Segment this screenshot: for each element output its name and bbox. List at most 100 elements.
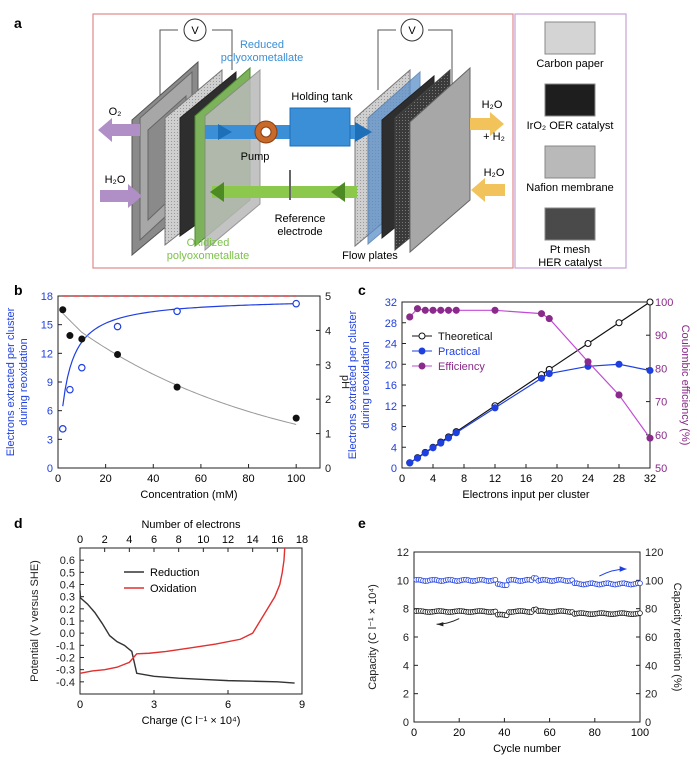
y-tick-label: 8 xyxy=(391,422,397,434)
right-wire xyxy=(377,29,396,90)
panel-e-label: e xyxy=(358,515,366,531)
x-tick-label: 24 xyxy=(582,473,594,485)
x-tick-label: 80 xyxy=(589,727,601,739)
legend-swatch-2 xyxy=(544,145,596,179)
y-axis-label: Electrons extracted per cluster xyxy=(5,307,17,456)
pump-rotor xyxy=(260,126,272,138)
point-practical xyxy=(413,454,422,462)
y-tick-label: 8 xyxy=(403,604,409,616)
point-practical xyxy=(452,429,460,437)
x2-tick-label: 6 xyxy=(151,534,157,546)
point-efficiency xyxy=(421,306,429,314)
reference-label-1: Reference xyxy=(275,213,326,225)
electrons-point xyxy=(173,307,181,316)
h2-out-arrow xyxy=(470,112,504,136)
panel-b-label: b xyxy=(14,282,23,298)
retention-point xyxy=(637,580,643,587)
x-tick-label: 0 xyxy=(399,473,405,485)
y2-tick-label: 40 xyxy=(645,660,657,672)
y-tick-label: 0.3 xyxy=(60,592,75,604)
x-tick-label: 28 xyxy=(613,473,625,485)
y-tick-label: 18 xyxy=(41,291,53,303)
electrons-point xyxy=(78,363,86,372)
y-tick-label: 24 xyxy=(385,339,397,351)
electrons-point xyxy=(66,385,74,394)
left-end-plate xyxy=(204,68,261,252)
legend-frame xyxy=(514,13,627,269)
y-tick-label: 3 xyxy=(47,434,53,446)
y-tick-label: 28 xyxy=(385,318,397,330)
x-tick-label: 100 xyxy=(631,727,649,739)
retention-point xyxy=(503,582,510,588)
y-tick-label: -0.3 xyxy=(56,665,75,677)
x-axis-label: Charge (C l⁻¹ × 10⁴) xyxy=(142,715,241,727)
y-tick-label: 0 xyxy=(47,463,53,475)
holding-tank-label: Holding tank xyxy=(291,91,353,103)
legend-swatch-1 xyxy=(544,83,596,117)
charts: b c d e 0 20 40 60 80 1000369121518012345Conc… xyxy=(5,282,691,755)
right-flow-plate xyxy=(409,66,471,254)
y-tick-label: 0.2 xyxy=(60,604,75,616)
point-efficiency xyxy=(491,306,499,314)
x-tick-label: 100 xyxy=(287,473,305,485)
x2-tick-label: 16 xyxy=(271,534,283,546)
y2-tick-label: 50 xyxy=(655,463,667,475)
y-tick-label: 6 xyxy=(47,406,53,418)
x2-tick-label: 0 xyxy=(77,534,83,546)
x2-tick-label: 4 xyxy=(126,534,132,546)
plot-frame xyxy=(57,295,321,469)
curve-oxidation xyxy=(79,547,286,675)
x-tick-label: 16 xyxy=(520,473,532,485)
left-voltmeter-label: V xyxy=(191,25,199,37)
y-axis-label: Electrons extracted per cluster xyxy=(347,310,359,459)
y2-tick-label: 5 xyxy=(325,291,331,303)
retention-axis-arrowhead xyxy=(619,566,627,572)
point-efficiency xyxy=(413,305,422,313)
legend-label: Efficiency xyxy=(438,361,485,373)
point-theoretical xyxy=(584,339,592,348)
legend-label: Theoretical xyxy=(438,331,492,343)
y-tick-label: 2 xyxy=(403,689,409,701)
x-axis-label: Concentration (mM) xyxy=(140,489,237,501)
x2-tick-label: 10 xyxy=(197,534,209,546)
electrons-point xyxy=(58,425,67,433)
y-tick-label: 12 xyxy=(397,547,409,559)
oxidized-label-1: Oxidized xyxy=(187,237,230,249)
panel-a-schematic: a V V xyxy=(14,13,627,269)
x2-tick-label: 12 xyxy=(222,534,234,546)
point-efficiency xyxy=(437,306,445,314)
x2-tick-label: 14 xyxy=(247,534,259,546)
left-wire xyxy=(159,29,178,100)
reduced-label-2: polyoxometallate xyxy=(221,52,304,64)
point-efficiency xyxy=(452,306,460,314)
point-theoretical xyxy=(646,298,654,306)
x-tick-label: 20 xyxy=(100,473,112,485)
point-efficiency xyxy=(545,315,553,323)
right-voltmeter-label: V xyxy=(408,25,416,37)
x2-tick-label: 2 xyxy=(102,534,108,546)
ph-point xyxy=(114,350,122,358)
schematic-frame xyxy=(92,13,514,269)
point-efficiency xyxy=(444,306,453,314)
y-tick-label: 0.1 xyxy=(60,616,75,628)
oxidized-pipe xyxy=(212,186,357,198)
point-efficiency xyxy=(646,434,654,442)
y2-tick-label: 3 xyxy=(325,360,331,372)
y-tick-label: 0.5 xyxy=(60,567,75,579)
x-tick-label: 60 xyxy=(543,727,555,739)
y-tick-label: 12 xyxy=(385,401,397,413)
y-axis-label: Potential (V versus SHE) xyxy=(29,560,41,682)
y2-tick-label: 60 xyxy=(655,430,667,442)
point-efficiency xyxy=(406,313,414,321)
panel-c-label: c xyxy=(358,282,366,298)
y2-tick-label: 0 xyxy=(645,717,651,729)
y2-tick-label: 4 xyxy=(325,325,331,337)
x-tick-label: 40 xyxy=(498,727,510,739)
legend-label-0: Carbon paper xyxy=(536,58,604,70)
point-practical xyxy=(444,434,453,442)
x-tick-label: 0 xyxy=(55,473,61,485)
y-tick-label: 9 xyxy=(47,377,53,389)
left-wire-2 xyxy=(212,29,233,70)
ph-point xyxy=(292,414,300,422)
